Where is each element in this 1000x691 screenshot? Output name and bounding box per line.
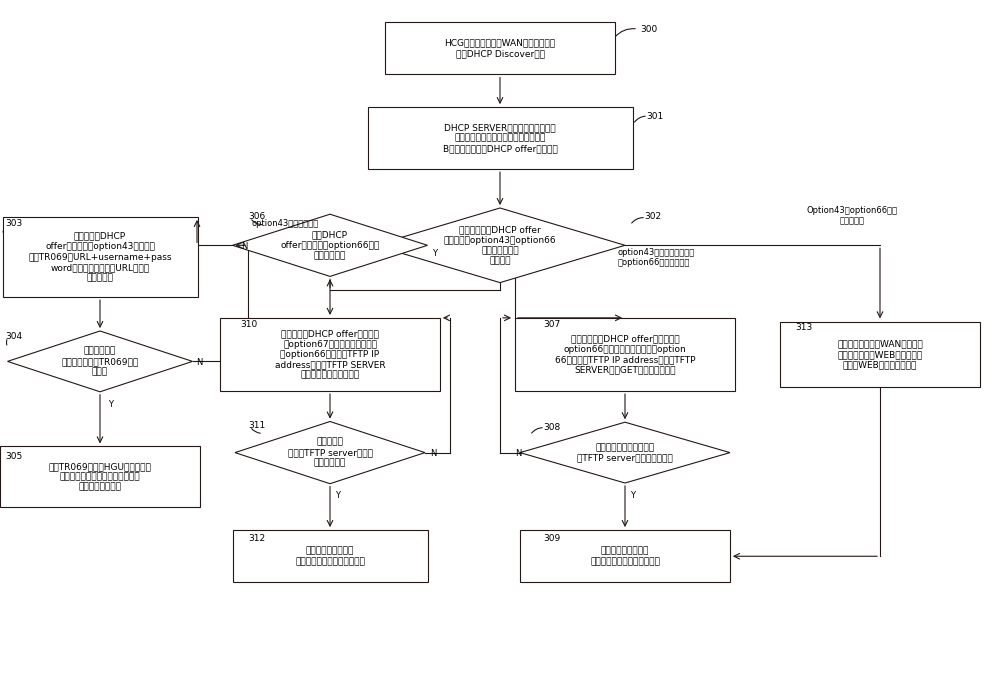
- Text: 终端设备获取DHCP offer响应报文中
option66字段中的信息，且根据option
66字段信息TFTP IP address自动向TFTP
SERV: 终端设备获取DHCP offer响应报文中 option66字段中的信息，且根据…: [555, 334, 695, 375]
- Bar: [520, 531, 730, 582]
- Text: option43存在有效信息: option43存在有效信息: [251, 218, 319, 228]
- Text: 301: 301: [646, 111, 663, 121]
- Text: 接收TR069平台对HGU型终端设备
下发的管理和配置的报文，对终端
设备实现自动配置: 接收TR069平台对HGU型终端设备 下发的管理和配置的报文，对终端 设备实现自…: [49, 462, 151, 492]
- Text: 终端设备允许通过WAN口远程访
问本终端设备的WEB页面的功能
，通过WEB方式来进行配置: 终端设备允许通过WAN口远程访 问本终端设备的WEB页面的功能 ，通过WEB方式…: [837, 339, 923, 370]
- Bar: [368, 107, 633, 169]
- Text: 终端设备判断是否接收到
由TFTP server下发的配置文件: 终端设备判断是否接收到 由TFTP server下发的配置文件: [577, 443, 673, 462]
- Text: 判断DHCP
offer响应报文中option66是否
存在有效信息: 判断DHCP offer响应报文中option66是否 存在有效信息: [280, 230, 380, 261]
- Text: Y: Y: [108, 399, 113, 409]
- Polygon shape: [8, 331, 192, 392]
- Text: Y: Y: [630, 491, 635, 500]
- Bar: [0, 446, 200, 507]
- Text: 300: 300: [640, 24, 657, 34]
- Text: HCG型终端设备通过WAN连接向网络中
广播DHCP Discover报文: HCG型终端设备通过WAN连接向网络中 广播DHCP Discover报文: [444, 39, 556, 58]
- Text: 310: 310: [240, 320, 257, 330]
- Bar: [232, 531, 428, 582]
- Text: 307: 307: [543, 320, 560, 330]
- Text: N: N: [430, 449, 436, 459]
- Text: 306: 306: [248, 212, 265, 222]
- Bar: [220, 318, 440, 391]
- Text: DHCP SERVER判断本地存在可用于
自动部署的选择信息，向终端设备发送
B包括选择信息的DHCP offer响应报文: DHCP SERVER判断本地存在可用于 自动部署的选择信息，向终端设备发送 B…: [443, 123, 557, 153]
- Text: 终端设备按照该通用
配置文件对终端设备进行配置: 终端设备按照该通用 配置文件对终端设备进行配置: [295, 547, 365, 566]
- Text: 302: 302: [644, 212, 661, 222]
- Polygon shape: [375, 208, 625, 283]
- Bar: [780, 322, 980, 387]
- Text: option43不存在有效信息，
但option66存在有效信息: option43不存在有效信息， 但option66存在有效信息: [618, 248, 695, 267]
- Bar: [515, 318, 735, 391]
- Text: 309: 309: [543, 534, 560, 544]
- Text: 311: 311: [248, 421, 265, 430]
- Bar: [385, 23, 615, 74]
- Polygon shape: [520, 422, 730, 483]
- Text: 303: 303: [5, 219, 22, 229]
- Polygon shape: [235, 422, 425, 484]
- Text: 终端设备按照该专用
配置文件对终端设备进行配置: 终端设备按照该专用 配置文件对终端设备进行配置: [590, 547, 660, 566]
- Text: Y: Y: [335, 491, 340, 500]
- Text: 313: 313: [795, 323, 812, 332]
- Text: 305: 305: [5, 451, 22, 461]
- Text: Option43和option66均不
在有效信息: Option43和option66均不 在有效信息: [806, 206, 898, 225]
- Bar: [3, 218, 198, 297]
- Polygon shape: [232, 214, 428, 276]
- Text: 判断是否接
收到由TFTP server下发的
通用配置文件: 判断是否接 收到由TFTP server下发的 通用配置文件: [288, 437, 372, 468]
- Text: N: N: [196, 358, 202, 368]
- Text: 端设备获取DHCP offer响应报文
中option67字段中的信息，且根
据option66字段信息TFTP IP
address自动向TFTP SERVE: 端设备获取DHCP offer响应报文 中option67字段中的信息，且根 据…: [275, 329, 385, 380]
- Text: N: N: [516, 449, 522, 459]
- Text: 308: 308: [543, 422, 560, 432]
- Text: N: N: [242, 242, 248, 252]
- Text: 终端设备判断DHCP offer
响应报文的option43和option66
字段中是否存在
有效信息: 终端设备判断DHCP offer 响应报文的option43和option66 …: [444, 225, 556, 265]
- Text: 终端设备判断
是否可以实现与TR069平台
的通信: 终端设备判断 是否可以实现与TR069平台 的通信: [61, 346, 139, 377]
- Text: 304: 304: [5, 332, 22, 341]
- Text: Y: Y: [432, 249, 437, 258]
- Text: 终端设备将DHCP
offer响应报文中option43字段中的
信息TR069的URL+username+pass
word分别添加到对应的URL、用户
名和: 终端设备将DHCP offer响应报文中option43字段中的 信息TR069…: [28, 231, 172, 283]
- Text: 312: 312: [248, 534, 265, 544]
